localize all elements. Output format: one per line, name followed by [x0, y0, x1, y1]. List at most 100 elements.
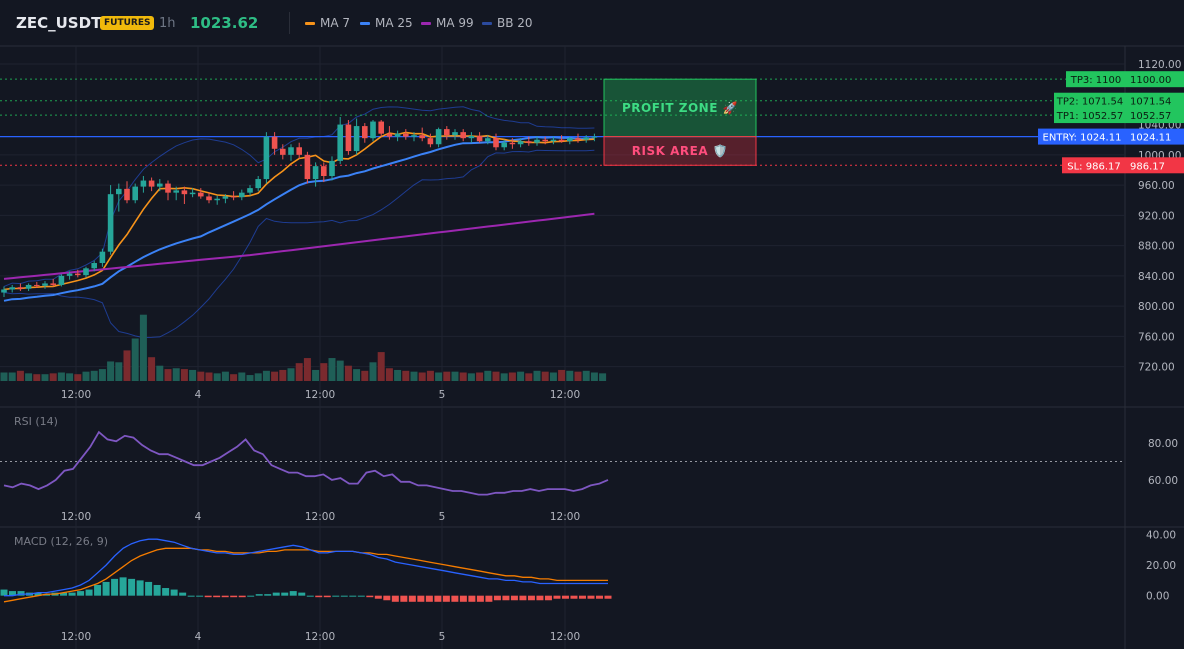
- macd-hist-bar: [570, 595, 578, 599]
- price-tag-label: 1100.00: [1130, 75, 1171, 86]
- volume-bar: [361, 370, 369, 381]
- candle-body: [198, 192, 204, 197]
- volume-bar: [57, 372, 65, 381]
- macd-hist-bar: [425, 595, 433, 602]
- price-tag-bg: [1126, 128, 1184, 145]
- time-tick-label: 12:00: [550, 389, 580, 401]
- candle-body: [107, 194, 114, 252]
- macd-hist-bar: [68, 592, 76, 596]
- macd-hist-bar: [238, 595, 246, 598]
- volume-bar: [246, 375, 254, 381]
- macd-tick-label: 0.00: [1146, 591, 1169, 603]
- time-tick-label: 5: [439, 389, 446, 401]
- volume-bar: [410, 371, 418, 381]
- macd-hist-bar: [213, 595, 221, 598]
- macd-hist-bar: [179, 592, 187, 596]
- candle-body: [501, 142, 507, 148]
- level-tag-label: TP1: 1052.57: [1056, 111, 1123, 122]
- candle-body: [427, 138, 434, 145]
- candle-body: [25, 284, 32, 289]
- legend-bb20[interactable]: BB 20: [482, 16, 533, 30]
- candle-body: [558, 139, 565, 142]
- candle-body: [509, 142, 516, 145]
- rsi-pane: RSI (14) 80.00 60.00: [0, 415, 1178, 496]
- candle-body: [42, 283, 48, 286]
- macd-hist-bar: [536, 595, 544, 601]
- rsi-title: RSI (14): [14, 415, 58, 428]
- macd-hist-bar: [451, 595, 459, 602]
- level-tags: TP3: 1100 1100.00 TP2: 1071.54 1071.54 TP1: …: [1038, 71, 1184, 174]
- price-tick-label: 880.00: [1138, 241, 1175, 253]
- volume-bar: [49, 373, 57, 381]
- volume-bar: [131, 338, 139, 381]
- rsi-tick-label: 80.00: [1148, 438, 1178, 450]
- candle-body: [468, 135, 475, 139]
- volume-bar: [508, 372, 516, 381]
- time-tick-label: 12:00: [305, 511, 335, 523]
- legend-ma7[interactable]: MA 7: [305, 16, 350, 30]
- volume-bar: [484, 370, 492, 381]
- timeframe-label[interactable]: 1h: [159, 16, 176, 31]
- candle-body: [370, 121, 376, 139]
- volume-bar: [541, 371, 549, 381]
- volume-bar: [123, 350, 131, 381]
- volume-bar: [0, 372, 8, 381]
- macd-hist-bar: [561, 595, 569, 599]
- candle-body: [591, 136, 598, 138]
- volume-bar: [66, 373, 74, 381]
- volume-bars: [0, 314, 607, 381]
- time-tick-label: 5: [439, 631, 446, 643]
- macd-signal-line: [3, 547, 608, 603]
- volume-bar: [582, 370, 590, 381]
- macd-hist-bar: [578, 595, 586, 599]
- macd-hist-bar: [323, 595, 331, 598]
- legend-ma25[interactable]: MA 25: [360, 16, 413, 30]
- level-tag-bg: [1066, 71, 1126, 88]
- volume-bar: [353, 369, 361, 381]
- price-levels: [0, 78, 1125, 166]
- candle-body: [575, 138, 581, 140]
- trade-zones: PROFIT ZONE 🚀 RISK AREA 🛡️: [603, 78, 757, 166]
- candle-body: [239, 192, 245, 198]
- price-tick-label: 840.00: [1138, 271, 1175, 283]
- macd-hist-bar: [476, 595, 484, 602]
- symbol-title[interactable]: ZEC_USDT: [16, 14, 102, 32]
- candle-body: [91, 263, 97, 269]
- candle-body: [444, 129, 450, 136]
- volume-bar: [156, 365, 164, 381]
- macd-hist-bar: [519, 595, 527, 601]
- volume-bar: [279, 369, 287, 381]
- legend-label: MA 25: [375, 16, 413, 30]
- volume-bar: [443, 371, 451, 381]
- candle-body: [83, 268, 89, 276]
- macd-hist-bar: [34, 592, 42, 596]
- risk-zone-label: RISK AREA 🛡️: [632, 144, 728, 158]
- macd-hist-bar: [221, 595, 229, 598]
- candle-body: [34, 284, 40, 286]
- volume-bar: [459, 372, 467, 381]
- macd-hist-bar: [306, 595, 314, 597]
- price-tag-bg: [1126, 107, 1184, 124]
- volume-bar: [385, 368, 393, 381]
- volume-bar: [377, 352, 385, 381]
- macd-hist-bar: [162, 588, 170, 596]
- volume-bar: [533, 370, 541, 381]
- price-axis[interactable]: 1120.001040.001000.00960.00920.00880.008…: [1138, 59, 1181, 374]
- candle-body: [345, 124, 352, 152]
- volume-bar: [590, 372, 598, 381]
- volume-bar: [74, 374, 82, 381]
- volume-bar: [574, 371, 582, 381]
- candle-body: [542, 139, 548, 142]
- rsi-line: [3, 430, 609, 496]
- candle-body: [75, 273, 81, 276]
- candle-body: [312, 166, 319, 180]
- candle-body: [386, 133, 393, 137]
- legend-ma99[interactable]: MA 99: [421, 16, 474, 30]
- macd-hist-bar: [332, 595, 340, 597]
- candle-body: [263, 136, 270, 180]
- volume-bar: [500, 373, 508, 381]
- price-tag-label: 1024.11: [1130, 133, 1171, 144]
- level-tag-bg: [1054, 107, 1126, 124]
- macd-hist-bar: [493, 595, 501, 601]
